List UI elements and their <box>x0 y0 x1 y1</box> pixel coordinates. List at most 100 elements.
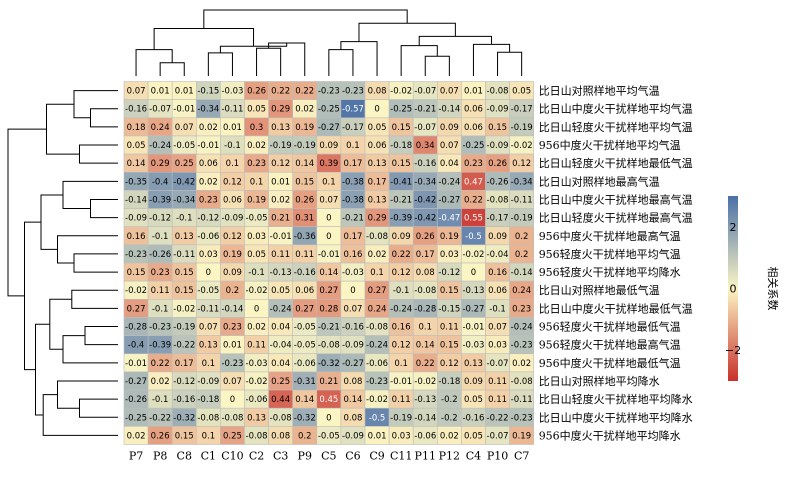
heatmap-cell-value: 0.02 <box>151 377 170 387</box>
heatmap-cell: -0.1 <box>147 226 173 246</box>
heatmap-cell-value: 0.05 <box>247 105 266 115</box>
heatmap-cell: 0.23 <box>461 153 486 173</box>
heatmap-cell: 0.25 <box>171 153 197 173</box>
heatmap-cell-value: -0.18 <box>197 395 219 405</box>
heatmap-cell-value: -0.36 <box>294 232 316 242</box>
heatmap-cell-value: -0.19 <box>294 141 316 151</box>
heatmap-cell-value: -0.01 <box>125 359 147 369</box>
heatmap-cell: 0.07 <box>340 298 366 318</box>
heatmap-cell-value: -0.09 <box>221 214 243 224</box>
heatmap-cell-value: -0.22 <box>173 341 195 351</box>
heatmap-cell: 0.22 <box>461 190 486 209</box>
heatmap-cell: 0.45 <box>316 389 342 409</box>
heatmap-cell: -0.02 <box>461 244 486 264</box>
heatmap-cell: -0.39 <box>147 335 173 355</box>
heatmap-cell: 0.02 <box>196 117 221 137</box>
heatmap-cell: -0.08 <box>509 371 535 391</box>
heatmap-cell-value: 0.08 <box>416 268 435 278</box>
heatmap-cell: -0.21 <box>316 317 342 336</box>
heatmap-cell: 0 <box>316 208 342 228</box>
heatmap-cell: -0.24 <box>147 135 173 155</box>
heatmap-cell: -0.22 <box>171 335 197 355</box>
heatmap-cell: -0.12 <box>147 208 173 228</box>
heatmap-cell: -0.09 <box>340 335 366 355</box>
heatmap-cell-value: 0.07 <box>440 87 459 97</box>
heatmap-cell-value: 0.11 <box>488 395 507 405</box>
heatmap-cell-value: 0.03 <box>247 232 266 242</box>
heatmap-cell-value: 0.45 <box>319 395 338 405</box>
heatmap-cell: 0.1 <box>316 171 342 191</box>
heatmap-cell-value: 0.05 <box>464 431 483 441</box>
heatmap-cell: -0.27 <box>340 353 366 373</box>
heatmap-cell-value: -0.23 <box>366 377 388 387</box>
heatmap-cell: -0.1 <box>220 135 245 155</box>
heatmap-cell: 0.1 <box>220 153 245 173</box>
row-label: 956轻度火干扰样地最低气温 <box>539 320 681 334</box>
heatmap-cell-value: -0.07 <box>414 123 436 133</box>
heatmap-cell: -0.03 <box>220 81 245 100</box>
heatmap-cell-value: -0.28 <box>414 304 436 314</box>
heatmap-cell-value: -0.23 <box>149 323 171 333</box>
heatmap-cell-value: -0.41 <box>390 177 412 187</box>
heatmap-cell: -0.24 <box>436 171 462 191</box>
heatmap-cell-value: -0.47 <box>438 214 460 224</box>
heatmap-cell: 0.34 <box>412 135 438 155</box>
heatmap-cell: 0.02 <box>509 353 535 373</box>
heatmap-cell-value: 0.27 <box>127 304 146 314</box>
heatmap-cell: -0.34 <box>196 99 221 119</box>
heatmap-cell: -0.4 <box>147 171 173 191</box>
heatmap-cell: 0.14 <box>340 389 366 409</box>
heatmap-cell: 0.2 <box>220 280 245 300</box>
heatmap-cell-value: -0.24 <box>149 141 171 151</box>
heatmap-cell-value: -0.19 <box>390 413 412 423</box>
heatmap-cell: 0.03 <box>196 244 221 264</box>
heatmap-cell-value: -0.07 <box>487 359 509 369</box>
heatmap-cell: -0.02 <box>364 389 390 409</box>
heatmap-cell: 0.17 <box>364 171 390 191</box>
column-label: P7 <box>129 450 143 463</box>
heatmap-cell: 0.07 <box>123 81 149 100</box>
heatmap-cell-value: 0.14 <box>295 395 314 405</box>
heatmap-cell-value: -0.14 <box>221 304 243 314</box>
heatmap-cell: -0.1 <box>388 280 414 300</box>
heatmap-cell-value: 0.09 <box>464 377 483 387</box>
heatmap-cell-value: 0.19 <box>223 250 242 260</box>
heatmap-cell: 0.02 <box>123 426 149 445</box>
heatmap-cell-value: 0.21 <box>319 377 338 387</box>
column-dendrogram-link <box>340 41 378 76</box>
heatmap-cell-value: -0.01 <box>318 250 340 260</box>
heatmap-cell: 0.11 <box>268 244 294 264</box>
heatmap-cell-value: 0.15 <box>488 123 507 133</box>
heatmap-cell-value: 0.07 <box>319 195 338 205</box>
heatmap-cell: 0.23 <box>220 317 245 336</box>
heatmap-cell: -0.07 <box>485 353 510 373</box>
heatmap-cell-value: 0.22 <box>295 87 314 97</box>
row-dendrogram-link <box>49 298 72 350</box>
heatmap-cell: 0.23 <box>147 262 173 282</box>
heatmap-cell: -0.16 <box>292 262 318 282</box>
column-dendrogram-link <box>203 9 408 29</box>
heatmap-cell-value: 0.08 <box>368 87 387 97</box>
heatmap-cell-value: -0.26 <box>487 177 509 187</box>
heatmap-cell-value: 0 <box>254 304 259 314</box>
heatmap-cell: 0.01 <box>171 81 197 100</box>
heatmap-cell-value: -0.1 <box>489 304 506 314</box>
heatmap-cell-value: -0.23 <box>342 87 364 97</box>
column-label: C1 <box>201 450 216 463</box>
heatmap-cell-value: 0.26 <box>151 431 170 441</box>
heatmap-cell: 0.14 <box>123 153 149 173</box>
heatmap-cell-value: -0.02 <box>173 304 195 314</box>
heatmap-cell-value: -0.18 <box>390 141 412 151</box>
heatmap-cell: -0.02 <box>509 135 535 155</box>
heatmap-cell-value: -0.27 <box>125 377 147 387</box>
heatmap-cell-value: -0.15 <box>197 87 219 97</box>
column-dendrogram-link <box>135 49 173 76</box>
heatmap-cell: 0.05 <box>244 244 269 264</box>
heatmap-cell: -0.11 <box>196 298 221 318</box>
heatmap-cell: 0.16 <box>388 317 414 336</box>
column-label: C5 <box>321 450 336 463</box>
heatmap-cell: 0.04 <box>268 353 294 373</box>
heatmap-cell: -0.05 <box>292 317 318 336</box>
heatmap-cell-value: 0.1 <box>346 141 360 151</box>
heatmap-cell: -0.24 <box>388 298 414 318</box>
